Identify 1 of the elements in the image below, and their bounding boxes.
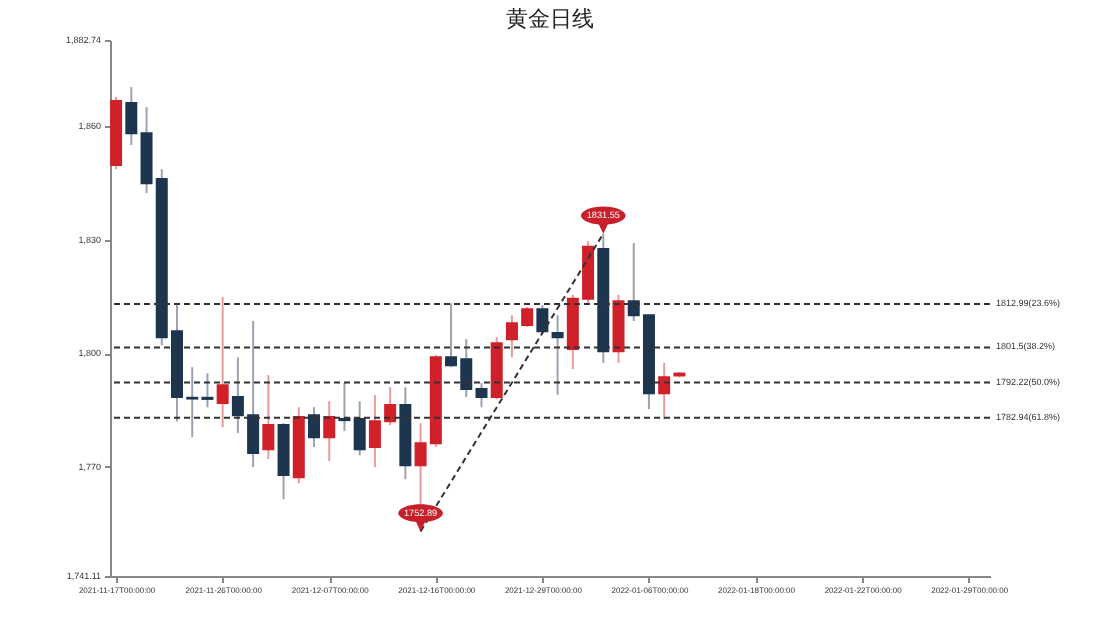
chart-title: 黄金日线 [506, 6, 594, 32]
